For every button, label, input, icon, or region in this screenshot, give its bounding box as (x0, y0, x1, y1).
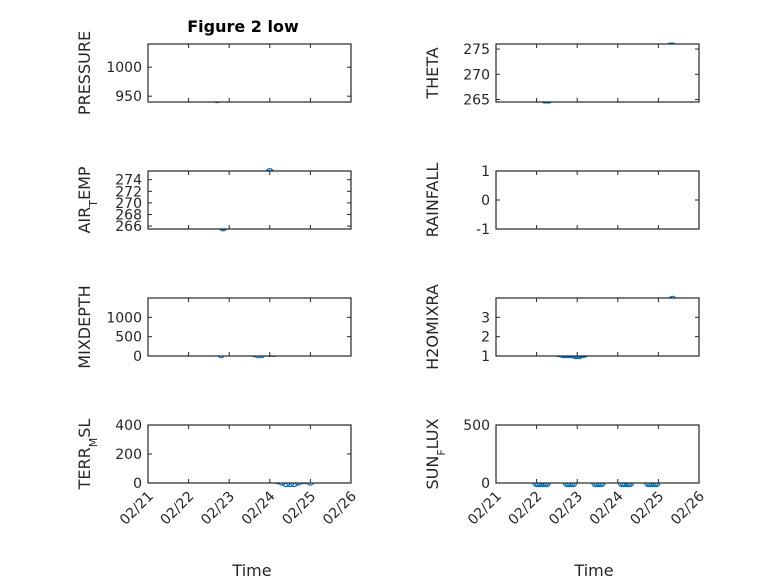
y-tick-label: 200 (115, 447, 142, 463)
x-axis-label-left: Time (231, 561, 271, 580)
y-axis-label: MIXDEPTH (75, 285, 94, 368)
y-tick-label: 270 (115, 196, 142, 212)
y-tick-label: 266 (115, 219, 142, 235)
subplot-theta: 265 270 275 THETA (423, 42, 700, 108)
subplot-pressure: 950 1000 PRESSURE (75, 31, 352, 115)
y-tick-label: 1000 (106, 310, 142, 326)
axes-frame (147, 43, 352, 103)
y-axis-label: RAINFALL (423, 163, 442, 238)
y-axis-label: THETA (423, 47, 442, 99)
x-tick-label: 02/22 (506, 489, 546, 529)
subplot-rainfall: -1 0 1 RAINFALL (423, 163, 700, 238)
y-tick-label: 400 (115, 418, 142, 434)
y-axis-label: SUNFLUX (423, 418, 448, 489)
y-tick-label: 1000 (106, 60, 142, 76)
y-tick-label: 2 (481, 330, 490, 346)
y-tick-label: 1 (481, 164, 490, 180)
axes-frame (495, 424, 700, 484)
x-tick-label: 02/24 (239, 488, 279, 528)
y-tick-label: 1 (481, 349, 490, 365)
y-tick-label: -1 (476, 222, 490, 238)
subplot-terr-msl: 0 200 400 02/21 02/22 02/23 02/24 02/25 02/26 TER… (75, 418, 360, 528)
axes-frame (147, 297, 352, 357)
x-tick-label: 02/23 (546, 489, 586, 529)
subplot-h2omixra: 1 2 3 H2OMIXRA (423, 284, 700, 370)
axes-frame (495, 43, 700, 103)
y-tick-label: 275 (463, 42, 490, 58)
x-tick-label: 02/22 (158, 489, 198, 529)
x-tick-label: 02/21 (465, 489, 505, 529)
y-tick-label: 0 (133, 476, 142, 492)
figure-title: Figure 2 low (187, 17, 299, 36)
y-tick-label: 270 (463, 67, 490, 83)
y-tick-label: 265 (463, 92, 490, 108)
x-tick-label: 02/26 (668, 488, 708, 528)
y-tick-label: 274 (115, 173, 142, 189)
y-tick-label: 500 (463, 418, 490, 434)
axes-frame (495, 297, 700, 357)
x-tick-label: 02/25 (279, 489, 319, 529)
y-tick-label: 272 (115, 184, 142, 200)
x-tick-label: 02/23 (198, 489, 238, 529)
axes-frame (495, 170, 700, 230)
x-axis-label-right: Time (573, 561, 613, 580)
y-tick-label: 0 (481, 476, 490, 492)
axes-frame (147, 424, 352, 484)
x-tick-label: 02/21 (117, 489, 157, 529)
y-tick-label: 268 (115, 208, 142, 224)
y-tick-label: 3 (481, 310, 490, 326)
y-tick-label: 0 (481, 193, 490, 209)
axes-frame (147, 170, 352, 230)
y-tick-label: 0 (133, 349, 142, 365)
y-axis-label: TERRMSL (75, 419, 100, 491)
x-tick-label: 02/26 (320, 488, 360, 528)
y-axis-label: AIRTEMP (75, 166, 100, 233)
x-tick-label: 02/25 (627, 489, 667, 529)
y-tick-label: 950 (115, 89, 142, 105)
y-tick-label: 500 (115, 330, 142, 346)
y-axis-label: H2OMIXRA (423, 284, 442, 370)
subplot-mixdepth: 0 500 1000 MIXDEPTH (75, 285, 352, 369)
x-tick-label: 02/24 (587, 488, 627, 528)
subplot-sun-flux: 0 500 02/21 02/22 02/23 02/24 02/25 02/26 SUNFLU… (423, 418, 708, 528)
y-axis-label: PRESSURE (75, 31, 94, 115)
